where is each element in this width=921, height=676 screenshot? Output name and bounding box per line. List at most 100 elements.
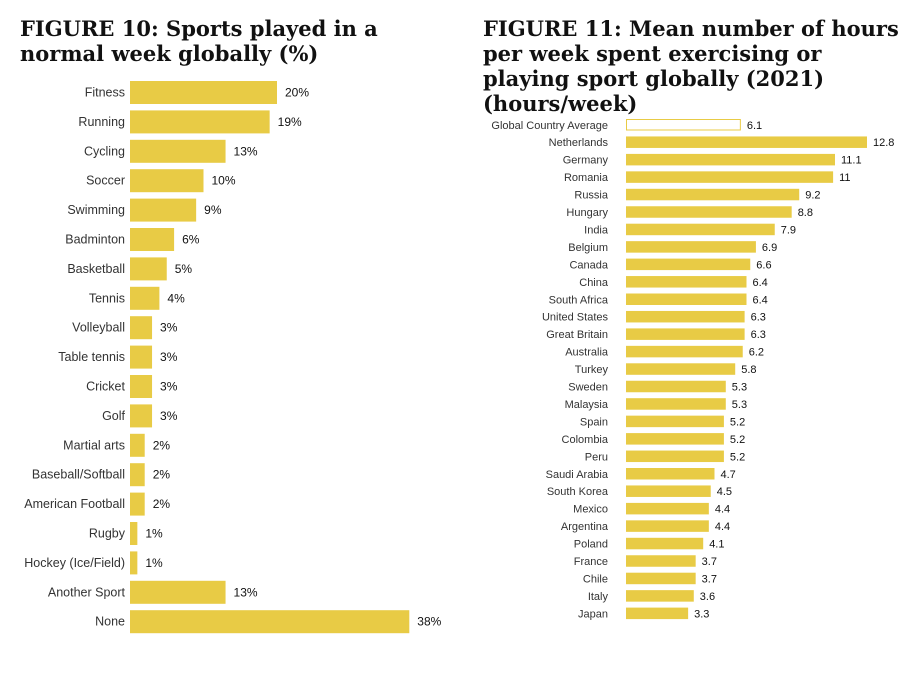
fig11-bar-australia [626,345,743,358]
fig11-category-label-peru: Peru [585,451,608,463]
fig11-value-label-germany: 11.1 [841,155,862,167]
fig11-category-label-russia: Russia [574,190,609,202]
fig11-category-label-united-states: United States [542,312,609,324]
fig10-bar-cricket [130,375,153,398]
fig10-value-label-rugby: 1% [145,527,163,541]
fig10-bar-running [130,110,270,134]
fig10-category-label-american-football: American Football [24,497,125,511]
fig11-value-label-peru: 5.2 [730,451,745,463]
fig11-bar-malaysia [626,398,726,410]
fig10-category-label-fitness: Fitness [85,86,125,100]
fig11-value-label-malaysia: 5.3 [732,399,747,411]
fig10-category-label-swimming: Swimming [67,203,125,217]
fig11-value-label-belgium: 6.9 [762,242,777,254]
fig10-bar-soccer [130,169,204,193]
fig11-category-label-india: India [584,224,609,236]
fig11-value-label-mexico: 4.4 [715,504,730,516]
fig11-value-label-india: 7.9 [781,224,796,236]
fig10-bar-tennis [130,286,160,310]
fig11-value-label-france: 3.7 [702,556,717,568]
fig10-value-label-baseball-softball: 2% [153,468,171,482]
fig11-bar-china [626,276,747,288]
fig11-bar-hungary [626,206,792,218]
fig11-category-label-global-country-average: Global Country Average [491,120,608,132]
fig11-category-label-malaysia: Malaysia [565,399,609,411]
fig10-category-label-cricket: Cricket [86,380,125,394]
fig11-category-label-great-britain: Great Britain [546,329,608,341]
fig11-bar-spain [626,415,724,428]
fig10-category-label-tennis: Tennis [89,291,125,305]
fig11-category-label-hungary: Hungary [566,207,608,219]
fig11-value-label-australia: 6.2 [749,347,764,359]
fig10-bar-martial-arts [130,433,145,457]
fig11-bar-japan [626,607,689,620]
fig11-value-label-colombia: 5.2 [730,434,745,446]
fig10-value-label-basketball: 5% [175,262,193,276]
fig11-category-label-spain: Spain [580,416,608,428]
fig11-bar-netherlands [626,136,867,148]
fig11-value-label-china: 6.4 [753,277,768,289]
fig11-category-label-sweden: Sweden [568,382,608,394]
fig11-category-label-south-africa: South Africa [549,294,609,306]
fig11-value-label-poland: 4.1 [709,539,724,551]
fig10-bar-badminton [130,228,175,251]
figure-10-chart: Fitness 20% Running 19% Cycling 13% Soccer 10% S… [24,81,442,634]
fig11-bar-canada [626,258,751,271]
fig10-category-label-cycling: Cycling [84,144,125,158]
fig11-value-label-sweden: 5.3 [732,382,747,394]
fig11-value-label-russia: 9.2 [805,190,820,202]
fig11-category-label-argentina: Argentina [561,521,609,533]
fig10-value-label-volleyball: 3% [160,321,178,335]
fig10-category-label-badminton: Badminton [65,233,125,247]
fig11-bar-argentina [626,520,709,532]
fig11-category-label-australia: Australia [565,347,609,359]
fig11-category-label-romania: Romania [564,172,609,184]
fig11-category-label-turkey: Turkey [575,364,609,376]
fig11-value-label-saudi-arabia: 4.7 [720,469,735,481]
fig11-value-label-romania: 11 [839,172,850,184]
fig11-bar-chile [626,572,696,585]
fig11-bar-mexico [626,502,709,515]
fig11-category-label-mexico: Mexico [573,504,608,516]
fig10-category-label-golf: Golf [102,409,125,423]
fig10-value-label-table-tennis: 3% [160,350,178,364]
fig11-value-label-netherlands: 12.8 [873,137,894,149]
fig11-category-label-belgium: Belgium [568,242,608,254]
fig11-category-label-netherlands: Netherlands [549,137,609,149]
fig11-bar-united-states [626,310,745,323]
fig11-value-label-global-country-average: 6.1 [747,120,762,132]
fig11-bar-poland [626,537,704,550]
fig11-category-label-south-korea: South Korea [547,486,609,498]
fig10-category-label-volleyball: Volleyball [72,321,125,335]
fig10-bar-baseball-softball [130,463,145,487]
fig11-bar-italy [626,590,694,602]
fig11-value-label-great-britain: 6.3 [751,329,766,341]
fig11-category-label-poland: Poland [574,539,608,551]
fig11-bar-france [626,555,696,567]
fig11-value-label-italy: 3.6 [700,591,715,603]
fig11-bar-global-country-average [626,119,741,131]
fig11-bar-great-britain [626,328,745,340]
fig11-value-label-canada: 6.6 [756,259,771,271]
fig11-value-label-chile: 3.7 [702,573,717,585]
fig11-bar-germany [626,153,835,166]
fig11-bar-india [626,223,775,236]
fig11-value-label-argentina: 4.4 [715,521,730,533]
fig10-value-label-running: 19% [278,115,302,129]
fig10-value-label-cycling: 13% [234,144,258,158]
fig10-category-label-table-tennis: Table tennis [58,350,125,364]
fig10-category-label-another-sport: Another Sport [48,585,126,599]
fig11-bar-south-korea [626,485,711,497]
fig10-bar-table-tennis [130,345,153,369]
fig11-bar-colombia [626,433,724,445]
fig11-category-label-japan: Japan [578,608,608,620]
fig11-bar-south-africa [626,293,747,305]
fig11-category-label-saudi-arabia: Saudi Arabia [546,469,609,481]
fig10-category-label-basketball: Basketball [67,262,125,276]
fig10-bar-american-football [130,492,145,516]
fig10-value-label-swimming: 9% [204,203,222,217]
fig11-bar-turkey [626,363,736,375]
fig10-bar-none [130,610,410,634]
fig10-bar-cycling [130,139,226,163]
figure-10-title: FIGURE 10: Sports played in a normal wee… [20,16,378,66]
